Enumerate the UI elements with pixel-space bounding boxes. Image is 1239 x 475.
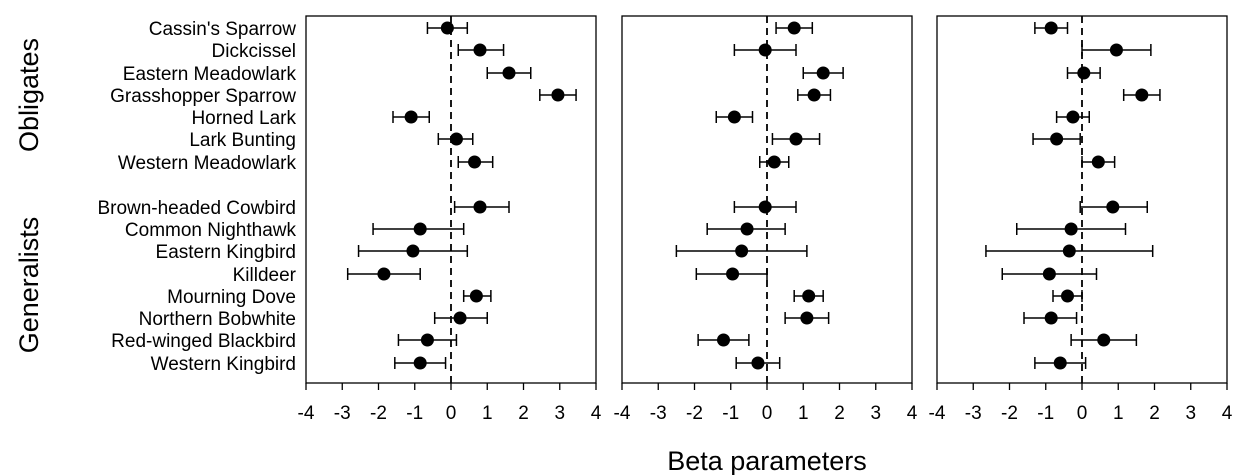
- estimate-point: [1050, 132, 1064, 146]
- x-tick-label: -3: [965, 403, 982, 424]
- estimate-point: [751, 356, 765, 370]
- estimate-point: [413, 222, 427, 236]
- species-label: Red-winged Blackbird: [111, 331, 296, 352]
- estimate-point: [1061, 289, 1074, 303]
- estimate-point: [727, 110, 741, 124]
- estimate-point: [377, 267, 391, 281]
- x-tick-label: -1: [722, 403, 739, 424]
- estimate-point: [800, 311, 814, 325]
- estimate-point: [473, 200, 487, 214]
- panel-2: -4 -3 -2 -1 0 1 2 3 4: [614, 15, 918, 424]
- estimate-point: [1106, 200, 1120, 214]
- species-label: Western Meadowlark: [118, 153, 297, 174]
- estimate-point: [1064, 222, 1078, 236]
- estimate-point: [1097, 333, 1111, 347]
- estimate-point: [502, 66, 516, 80]
- estimate-point: [551, 88, 565, 102]
- x-tick-label: -3: [650, 403, 667, 424]
- species-label: Cassin's Sparrow: [149, 19, 297, 40]
- estimate-point: [789, 132, 803, 146]
- estimate-point: [406, 244, 420, 258]
- estimate-point: [740, 222, 754, 236]
- x-tick-label: -2: [686, 403, 703, 424]
- estimate-point: [468, 155, 482, 169]
- estimate-point: [802, 289, 816, 303]
- estimate-point: [404, 110, 418, 124]
- estimate-point: [1077, 66, 1091, 80]
- species-label: Northern Bobwhite: [139, 309, 296, 330]
- panel-3: -4 -3 -2 -1 0 1 2 3 4: [929, 15, 1233, 424]
- x-tick-label: -1: [1037, 403, 1054, 424]
- species-label: Dickcissel: [212, 41, 296, 62]
- estimate-point: [1135, 88, 1149, 102]
- x-tick-label: -1: [406, 403, 423, 424]
- x-tick-label: 3: [1185, 403, 1196, 424]
- estimate-point: [1091, 155, 1105, 169]
- estimate-point: [758, 200, 772, 214]
- estimate-point: [1053, 356, 1067, 370]
- estimate-point: [453, 311, 467, 325]
- estimate-point: [413, 356, 427, 370]
- estimate-point: [1062, 244, 1076, 258]
- estimate-point: [1042, 267, 1056, 281]
- species-label: Horned Lark: [191, 108, 296, 129]
- species-label: Eastern Kingbird: [156, 242, 296, 263]
- species-label: Brown-headed Cowbird: [97, 198, 296, 219]
- x-tick-label: 3: [554, 403, 565, 424]
- panel-1: -4 -3 -2 -1 0 1 2 3 4: [298, 15, 602, 424]
- group-label: Obligates: [14, 38, 44, 152]
- x-tick-label: 2: [834, 403, 845, 424]
- estimate-point: [473, 43, 487, 57]
- x-tick-label: -4: [929, 403, 946, 424]
- estimate-point: [758, 43, 772, 57]
- species-label: Eastern Meadowlark: [123, 64, 297, 85]
- estimate-point: [1044, 311, 1058, 325]
- x-tick-label: 4: [1222, 403, 1233, 424]
- estimate-point: [807, 88, 821, 102]
- x-tick-label: 0: [446, 403, 457, 424]
- x-tick-label: 0: [1077, 403, 1088, 424]
- estimate-point: [440, 21, 454, 35]
- estimate-point: [735, 244, 749, 258]
- estimate-point: [717, 333, 730, 347]
- species-label: Common Nighthawk: [125, 220, 297, 241]
- estimate-point: [420, 333, 434, 347]
- x-tick-label: 3: [870, 403, 881, 424]
- x-tick-label: 4: [907, 403, 918, 424]
- species-label: Mourning Dove: [167, 287, 296, 308]
- x-tick-label: 2: [1149, 403, 1160, 424]
- x-tick-label: 1: [482, 403, 493, 424]
- estimate-point: [787, 21, 801, 35]
- group-label: Generalists: [14, 217, 44, 354]
- estimate-point: [1044, 21, 1058, 35]
- x-tick-label: -4: [298, 403, 315, 424]
- x-tick-label: 1: [798, 403, 809, 424]
- x-tick-label: 0: [762, 403, 773, 424]
- estimate-point: [767, 155, 781, 169]
- x-tick-label: 1: [1113, 403, 1124, 424]
- estimate-point: [1109, 43, 1123, 57]
- x-tick-label: -2: [370, 403, 387, 424]
- estimate-point: [449, 132, 463, 146]
- estimate-point: [469, 289, 483, 303]
- x-tick-label: -2: [1001, 403, 1018, 424]
- species-label: Grasshopper Sparrow: [110, 86, 296, 107]
- x-tick-label: 2: [518, 403, 529, 424]
- estimate-point: [1066, 110, 1080, 124]
- estimate-point: [726, 267, 740, 281]
- estimate-point: [816, 66, 830, 80]
- species-label: Lark Bunting: [189, 130, 296, 151]
- species-label: Killdeer: [233, 265, 297, 286]
- species-label: Western Kingbird: [151, 354, 296, 375]
- x-axis-title: Beta parameters: [667, 446, 867, 475]
- x-tick-label: -3: [334, 403, 351, 424]
- x-tick-label: 4: [591, 403, 602, 424]
- x-tick-label: -4: [614, 403, 631, 424]
